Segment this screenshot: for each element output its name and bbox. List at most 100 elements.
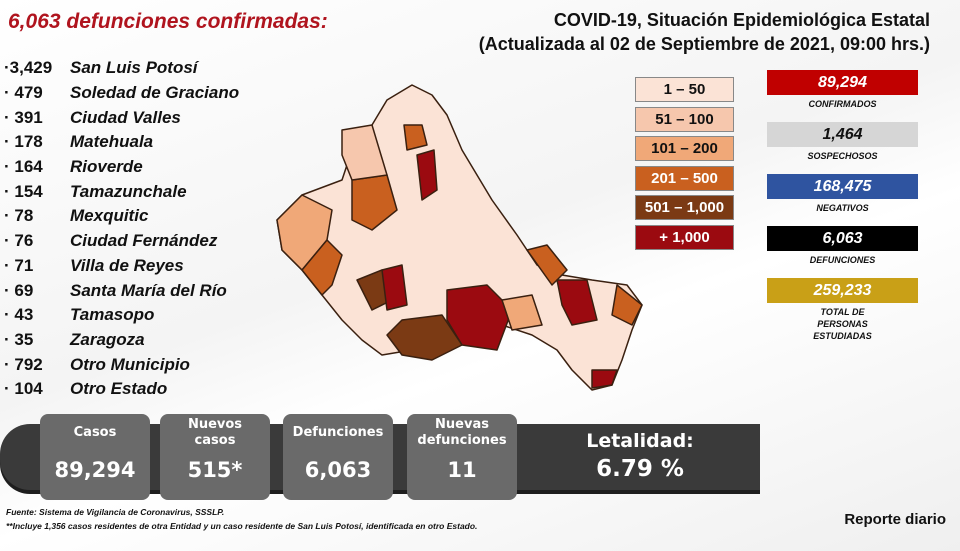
stat-value: 1,464 <box>767 122 918 147</box>
tile-value: 515* <box>187 458 243 482</box>
death-row: · 479 Soledad de Graciano <box>4 81 239 106</box>
tile-label: Nuevas defunciones <box>417 417 507 448</box>
death-row: · 391 Ciudad Valles <box>4 105 239 130</box>
legend-item: 101 – 200 <box>635 136 734 161</box>
map-region <box>501 294 543 331</box>
stat-value: 89,294 <box>767 70 918 95</box>
municipality-name: Mexquitic <box>70 206 149 226</box>
municipality-name: Tamazunchale <box>70 181 187 201</box>
death-count: · 69 <box>4 280 34 300</box>
tile-defunciones: Defunciones 6,063 <box>283 414 393 500</box>
stat-value: 168,475 <box>767 174 918 199</box>
tile-nuevas-defunciones: Nuevas defunciones 11 <box>407 414 517 500</box>
stat-label: DEFUNCIONES <box>809 255 876 265</box>
municipality-name: Soledad de Graciano <box>70 83 240 103</box>
map-region <box>416 149 438 201</box>
death-row: · 71 Villa de Reyes <box>4 254 239 279</box>
map-region <box>301 239 343 296</box>
death-count: · 43 <box>4 305 34 325</box>
stat-value: 6,063 <box>767 226 918 251</box>
death-count: · 104 <box>4 379 43 399</box>
report-title: COVID-19, Situación Epidemiológica Estat… <box>479 8 930 56</box>
legend-item: 51 – 100 <box>635 106 734 132</box>
stat-box: 89,294 CONFIRMADOS <box>767 70 918 110</box>
tile-value: 11 <box>447 458 477 482</box>
state-map <box>276 84 643 391</box>
death-count: · 78 <box>4 206 34 226</box>
death-count: · 792 <box>4 354 43 374</box>
title-line-1: COVID-19, Situación Epidemiológica Estat… <box>553 10 930 30</box>
death-count: · 178 <box>4 132 43 152</box>
title-line-2: (Actualizada al 02 de Septiembre de 2021… <box>478 34 930 54</box>
death-count: · 154 <box>4 181 43 201</box>
municipality-name: Zaragoza <box>70 329 145 349</box>
municipality-name: Ciudad Fernández <box>70 231 218 251</box>
tile-value: 6,063 <box>304 458 372 482</box>
death-row: · 104 Otro Estado <box>4 377 239 402</box>
map-region <box>381 264 408 311</box>
map-region <box>611 284 643 326</box>
legend-item: 201 – 500 <box>635 165 734 191</box>
stat-label: CONFIRMADOS <box>808 99 877 109</box>
tile-value: 89,294 <box>54 458 136 482</box>
municipality-name: Matehuala <box>70 132 154 152</box>
deaths-list: ·3,429 San Luis Potosí · 479 Soledad de Gra… <box>4 56 239 402</box>
legend-item: + 1,000 <box>635 224 734 250</box>
tile-label: Casos <box>73 425 117 440</box>
legend-item: 1 – 50 <box>635 77 734 102</box>
death-count: · 391 <box>4 107 43 127</box>
map-region <box>403 124 428 151</box>
death-row: · 164 Rioverde <box>4 155 239 180</box>
map-region <box>526 244 568 286</box>
letalidad-label: Letalidad: <box>586 430 694 452</box>
stat-label: NEGATIVOS <box>816 203 869 213</box>
map-region <box>556 279 598 326</box>
legend-item: 501 – 1,000 <box>635 195 734 220</box>
death-count: · 479 <box>4 83 43 103</box>
tile-casos: Casos 89,294 <box>40 414 150 500</box>
stat-box: 259,233 TOTAL DE PERSONAS ESTUDIADAS <box>767 278 918 342</box>
death-row: · 76 Ciudad Fernández <box>4 229 239 254</box>
municipality-name: Rioverde <box>70 157 143 177</box>
stat-label: TOTAL DE PERSONAS ESTUDIADAS <box>813 307 872 341</box>
death-count: · 71 <box>4 255 34 275</box>
municipality-name: Tamasopo <box>70 305 155 325</box>
death-count: · 76 <box>4 231 34 251</box>
death-row: · 69 Santa María del Río <box>4 278 239 303</box>
death-count: · 164 <box>4 157 43 177</box>
death-row: · 792 Otro Municipio <box>4 352 239 377</box>
footnote-note: **Incluye 1,356 casos residentes de otra… <box>6 521 478 531</box>
stat-label: SOSPECHOSOS <box>807 151 878 161</box>
municipality-name: Villa de Reyes <box>70 255 184 275</box>
stat-box: 168,475 NEGATIVOS <box>767 174 918 214</box>
map-region <box>591 369 618 389</box>
death-row: · 43 Tamasopo <box>4 303 239 328</box>
stat-box: 1,464 SOSPECHOSOS <box>767 122 918 162</box>
municipality-name: Santa María del Río <box>70 280 227 300</box>
death-row: · 35 Zaragoza <box>4 328 239 353</box>
tile-label: Defunciones <box>292 425 384 440</box>
letalidad: Letalidad: 6.79 % <box>540 430 740 482</box>
death-row: · 178 Matehuala <box>4 130 239 155</box>
report-label: Reporte diario <box>844 511 946 528</box>
municipality-name: Ciudad Valles <box>70 107 181 127</box>
stat-value: 259,233 <box>767 278 918 303</box>
municipality-name: San Luis Potosí <box>70 58 198 78</box>
death-row: ·3,429 San Luis Potosí <box>4 56 239 81</box>
headline: 6,063 defunciones confirmadas: <box>8 10 328 33</box>
letalidad-value: 6.79 % <box>596 456 684 482</box>
death-count: ·3,429 <box>4 58 53 78</box>
map-region <box>446 284 513 351</box>
stat-box: 6,063 DEFUNCIONES <box>767 226 918 266</box>
municipality-name: Otro Municipio <box>70 354 190 374</box>
footnote-source: Fuente: Sistema de Vigilancia de Coronav… <box>6 507 225 517</box>
tile-nuevos-casos: Nuevos casos 515* <box>160 414 270 500</box>
footnote: Fuente: Sistema de Vigilancia de Coronav… <box>6 505 477 533</box>
death-count: · 35 <box>4 329 34 349</box>
death-row: · 154 Tamazunchale <box>4 179 239 204</box>
death-row: · 78 Mexquitic <box>4 204 239 229</box>
map-region <box>386 314 463 361</box>
map-region <box>341 124 388 181</box>
municipality-name: Otro Estado <box>70 379 168 399</box>
tile-label: Nuevos casos <box>187 417 243 448</box>
